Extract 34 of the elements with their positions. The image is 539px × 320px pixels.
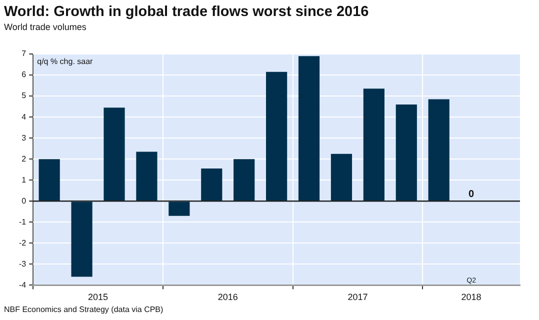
y-tick-label: 7: [22, 49, 27, 58]
y-tick-label: 4: [22, 112, 27, 122]
x-tick-label: 2017: [348, 292, 368, 302]
chart-title: World: Growth in global trade flows worst since 2016: [4, 4, 369, 20]
bar: [168, 202, 190, 216]
y-axis-title: q/q % chg. saar: [37, 57, 94, 66]
y-tick-label: 1: [22, 175, 27, 184]
y-tick-label: -3: [18, 259, 27, 268]
y-tick-label: 6: [22, 70, 27, 80]
bar: [104, 108, 125, 201]
y-tick-label: -2: [18, 238, 27, 248]
y-tick-label: -4: [18, 280, 27, 290]
bar: [71, 202, 92, 277]
y-tick-label: 2: [22, 154, 27, 164]
bar: [234, 159, 255, 201]
bar: [298, 56, 320, 201]
data-label: 0: [468, 188, 475, 200]
x-tick-label: 2015: [88, 292, 108, 302]
x-tick-label: 2016: [218, 292, 238, 302]
y-tick-label: 3: [22, 133, 27, 142]
bar: [330, 154, 352, 201]
chart-subtitle: World trade volumes: [4, 22, 86, 32]
x-tick-label: 2018: [461, 292, 482, 302]
bar: [266, 72, 288, 201]
bar: [136, 152, 158, 201]
y-tick-label: 0: [22, 196, 27, 206]
bar: [201, 168, 222, 201]
bar: [38, 159, 60, 201]
bar: [363, 88, 384, 201]
y-tick-label: -1: [18, 217, 27, 226]
y-tick-label: 5: [22, 91, 27, 100]
bar: [396, 104, 417, 201]
bar: [428, 99, 450, 201]
text: NBF Economics and Strategy (data via CPB): [4, 305, 164, 314]
